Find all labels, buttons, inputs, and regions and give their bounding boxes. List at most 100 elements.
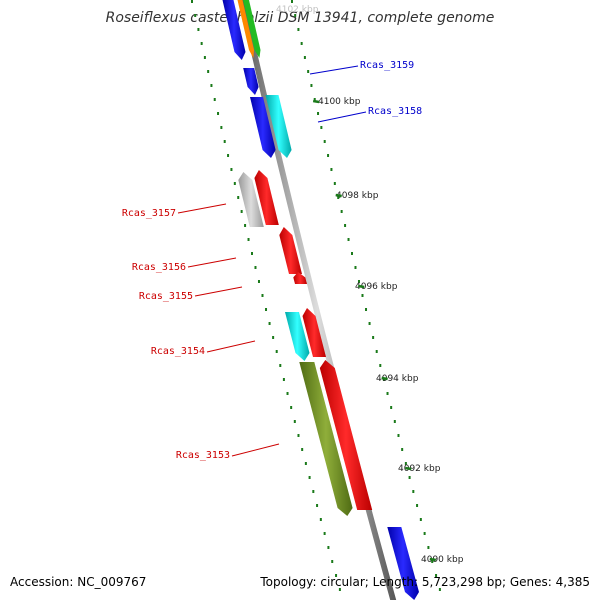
dot-track-mark-left [210, 84, 213, 87]
dot-track-mark-left [301, 448, 304, 451]
dot-track-mark-left [203, 56, 206, 59]
dot-track-mark-left [207, 70, 210, 73]
dot-track-mark-left [323, 532, 326, 535]
dot-track-mark-left [282, 378, 285, 381]
gene-arrow-rcas3154-rna[interactable] [285, 312, 310, 361]
dot-track-mark-left [265, 308, 268, 311]
callout-line-rcas3159 [309, 65, 359, 75]
gene-arrow-rcas3153-olive[interactable] [299, 362, 353, 516]
gene-label-rcas3153[interactable]: Rcas_3153 [176, 450, 230, 461]
dot-track-mark-left [275, 350, 278, 353]
dot-track-mark-right [291, 0, 293, 3]
callout-lines [177, 65, 367, 457]
gene-arrow-rcas3157[interactable] [254, 170, 279, 225]
gene-label-rcas3154[interactable]: Rcas_3154 [151, 346, 205, 357]
dot-track-mark-right [337, 196, 340, 199]
dot-track-mark-left [213, 98, 216, 101]
gene-arrow-bottom-blue[interactable] [387, 527, 419, 600]
dot-track-mark-right [386, 392, 389, 395]
major-tick-mark [429, 557, 436, 562]
dot-track-mark-right [340, 210, 343, 213]
dot-track-layer [191, 0, 441, 591]
dot-track-mark-left [335, 574, 338, 577]
gene-label-rcas3157[interactable]: Rcas_3157 [122, 208, 176, 219]
dot-track-mark-left [237, 196, 240, 199]
dot-track-mark-left [327, 546, 330, 549]
dot-track-mark-left [191, 0, 193, 3]
dot-track-mark-left [338, 588, 341, 591]
genome-summary-text: Topology: circular; Length: 5,723,298 bp… [259, 575, 590, 589]
gene-label-rcas3156[interactable]: Rcas_3156 [132, 262, 186, 273]
dot-track-mark-left [279, 364, 282, 367]
dot-track-mark-right [375, 350, 378, 353]
dot-track-mark-left [247, 238, 250, 241]
dot-track-mark-right [307, 70, 310, 73]
dot-track-mark-right [300, 42, 303, 45]
dot-track-mark-right [393, 420, 396, 423]
dot-track-mark-left [297, 434, 300, 437]
gene-label-rcas3159[interactable]: Rcas_3159 [360, 60, 414, 71]
dot-track-mark-right [431, 560, 434, 563]
major-tick-mark [381, 376, 388, 381]
dot-track-mark-right [401, 448, 404, 451]
dot-track-mark-left [257, 280, 260, 283]
dot-track-mark-left [272, 336, 275, 339]
dot-track-mark-right [408, 476, 411, 479]
gene-label-rcas3155[interactable]: Rcas_3155 [139, 291, 193, 302]
gene-arrow-rcas3159[interactable] [243, 68, 259, 95]
dot-track-mark-right [354, 266, 357, 269]
gene-features [222, 0, 419, 600]
map-title: Roseiflexus castenholzii DSM 13941, comp… [106, 10, 495, 26]
dot-track-mark-right [294, 14, 297, 17]
dot-track-mark-left [316, 504, 319, 507]
dot-track-mark-left [227, 154, 230, 157]
gene-arrow-rcas3158[interactable] [265, 95, 292, 158]
dot-track-mark-right [333, 182, 336, 185]
dot-track-mark-right [344, 224, 347, 227]
gene-arrow-rcas3154[interactable] [302, 308, 327, 357]
dot-track-mark-right [438, 588, 441, 591]
callout-line-rcas3153 [231, 443, 280, 457]
dot-track-mark-left [319, 518, 322, 521]
dot-track-mark-left [308, 476, 311, 479]
gene-arrow-rcas3155[interactable] [293, 272, 307, 284]
callout-line-rcas3155 [194, 286, 243, 297]
callout-line-rcas3156 [187, 257, 237, 268]
gene-arrow-top-blue[interactable] [222, 0, 246, 60]
tick-label: 4096 kbp [355, 282, 398, 292]
dot-track-mark-left [261, 294, 264, 297]
dot-track-mark-right [379, 364, 382, 367]
gene-arrow-rcas3157-pseudo[interactable] [238, 172, 264, 227]
dot-track-mark-left [250, 252, 253, 255]
dot-track-mark-left [217, 112, 220, 115]
dot-track-mark-left [290, 406, 293, 409]
tick-label: 4090 kbp [421, 555, 464, 565]
tick-label: 4098 kbp [336, 191, 379, 201]
dot-track-mark-left [331, 560, 334, 563]
gene-arrow-rcas3156[interactable] [279, 227, 302, 274]
dot-track-mark-right [347, 238, 350, 241]
gene-arrow-green[interactable] [243, 0, 261, 58]
gene-label-rcas3158[interactable]: Rcas_3158 [368, 106, 422, 117]
dot-track-mark-left [223, 140, 226, 143]
gene-arrow-orange[interactable] [237, 0, 255, 58]
dot-track-mark-right [416, 504, 419, 507]
dot-track-mark-right [303, 56, 306, 59]
dot-track-mark-right [317, 112, 320, 115]
dot-track-mark-left [240, 210, 243, 213]
major-tick-mark [335, 193, 342, 198]
dot-track-mark-right [368, 322, 371, 325]
dot-track-mark-right [423, 532, 426, 535]
gene-arrow-rcas3153[interactable] [319, 360, 373, 510]
dot-track-mark-left [254, 266, 257, 269]
dot-track-mark-right [372, 336, 375, 339]
dot-track-mark-right [313, 98, 316, 101]
accession-text: Accession: NC_009767 [10, 575, 146, 589]
major-tick-mark [358, 284, 365, 289]
dot-track-mark-right [390, 406, 393, 409]
dot-track-mark-right [404, 462, 407, 465]
dot-track-mark-left [286, 392, 289, 395]
dot-track-mark-right [435, 574, 438, 577]
tick-label: 4094 kbp [376, 374, 419, 384]
gene-arrow-blue[interactable] [250, 97, 276, 158]
